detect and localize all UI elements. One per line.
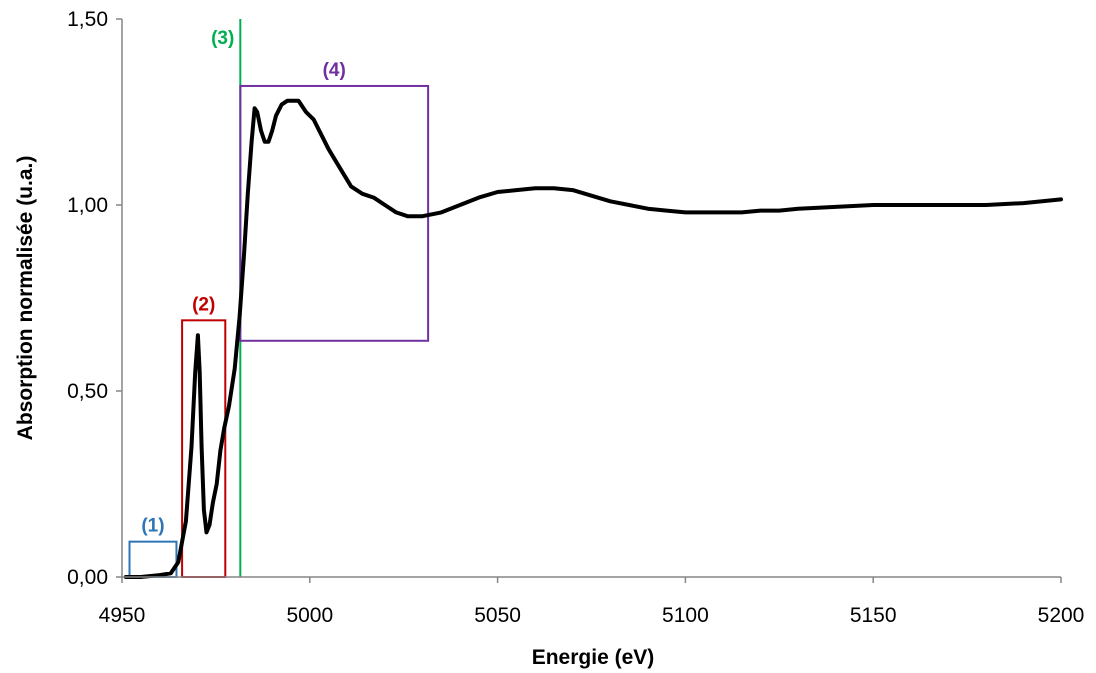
annotation-1-label: (1): [141, 516, 164, 537]
x-tick-label: 4950: [99, 604, 146, 627]
x-tick-label: 5100: [662, 604, 709, 627]
series-line-1: [123, 98, 1063, 579]
region-annotations: (1) (2) (3) (4): [128, 19, 430, 578]
y-tick-label: 1,00: [67, 194, 108, 217]
series-layer: [123, 98, 1063, 579]
x-tick-label: 5200: [1038, 604, 1085, 627]
x-tick-label: 5150: [850, 604, 897, 627]
x-tick-label: 5000: [286, 604, 333, 627]
annotation-4-label: (4): [323, 60, 346, 81]
axes: 4950 5000 5050 5100 5150 5200 0,00 0,50 1,00 1,50: [67, 8, 1084, 627]
annotation-3-label: (3): [211, 28, 234, 49]
x-tick-label: 5050: [474, 604, 521, 627]
y-tick-label: 1,50: [67, 8, 108, 31]
y-axis-title: Absorption normalisée (u.a.): [14, 156, 37, 441]
x-axis-title: Energie (eV): [532, 646, 655, 669]
y-tick-label: 0,50: [67, 380, 108, 403]
annotation-2-label: (2): [192, 294, 215, 315]
y-tick-label: 0,00: [67, 566, 108, 589]
